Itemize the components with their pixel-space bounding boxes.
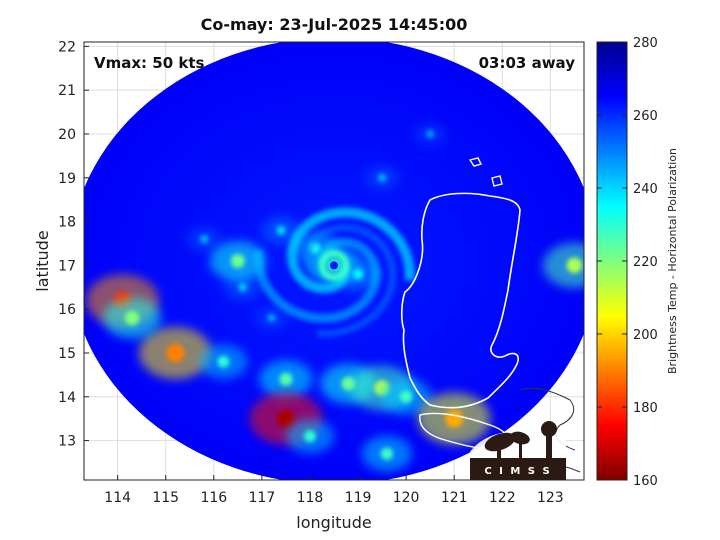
y-tick-label: 15 [58,346,76,362]
cimss-logo: C I M S S [470,421,566,480]
y-tick-label: 21 [58,83,76,99]
x-tick-label: 115 [152,490,179,506]
feature-core [426,129,435,139]
y-tick-label: 18 [58,215,76,231]
eye [330,261,338,270]
time-away-annotation: 03:03 away [479,54,576,72]
feature-core [217,355,230,368]
feature-core [566,257,583,274]
y-tick-label: 22 [58,39,76,55]
rain-band [253,238,381,323]
x-tick-label: 118 [297,490,324,506]
feature-core [445,409,464,428]
rain-band [286,207,415,294]
y-tick-label: 16 [58,302,76,318]
feature-core [380,447,394,460]
y-tick-label: 14 [58,390,76,406]
rain-band [305,224,397,338]
colorbar-tick-label: 160 [633,474,658,489]
x-tick-label: 123 [537,490,564,506]
feature-core [399,390,413,404]
feature-core [230,254,245,268]
feature-core [377,173,387,183]
x-axis-label: longitude [296,513,371,532]
y-axis-label: latitude [33,230,52,291]
x-tick-label: 116 [200,490,227,506]
feature-core [238,282,248,292]
eyewall [318,249,350,281]
y-tick-label: 13 [58,434,76,450]
vmax-annotation: Vmax: 50 kts [94,54,204,72]
y-tick-labels: 13 14 15 16 17 18 19 20 21 22 [58,39,89,450]
y-tick-label: 19 [58,171,76,187]
y-tick-label: 20 [58,127,76,143]
colorbar-tick-label: 260 [633,109,658,124]
feature-core [352,268,364,280]
feature-core [303,430,316,443]
feature-core [124,310,140,326]
x-tick-label: 117 [249,490,276,506]
colorbar-label: Brightness Temp - Horizontal Polarizatio… [666,148,679,374]
y-tick-label: 17 [58,258,76,274]
colorbar-tick-label: 180 [633,401,658,416]
colorbar-tick-label: 220 [633,255,658,270]
swath-layer [84,42,584,480]
coastline-luzon [400,192,521,409]
colorbar-tick-label: 240 [633,182,658,197]
x-tick-labels: 114 115 116 117 118 119 120 121 122 123 [104,475,564,506]
feature-core [276,225,286,236]
feature-core [267,313,276,323]
x-tick-label: 122 [489,490,516,506]
x-tick-label: 114 [104,490,131,506]
x-tick-label: 119 [345,490,372,506]
colorbar-tick-label: 200 [633,328,658,343]
feature-core [199,234,209,244]
colorbar-ticks: 160 180 200 220 240 260 280 [597,36,658,489]
colorbar-tick-label: 280 [633,36,658,51]
feature-core [276,409,296,428]
feature-core [166,343,185,363]
feature-core [279,372,293,386]
svg-text:C I M S S: C I M S S [484,466,551,477]
eye-spiral [253,207,415,338]
plot-frame [83,41,585,481]
x-tick-label: 120 [393,490,420,506]
x-tick-label: 121 [441,490,468,506]
chart-title: Co-may: 23-Jul-2025 14:45:00 [201,15,468,34]
